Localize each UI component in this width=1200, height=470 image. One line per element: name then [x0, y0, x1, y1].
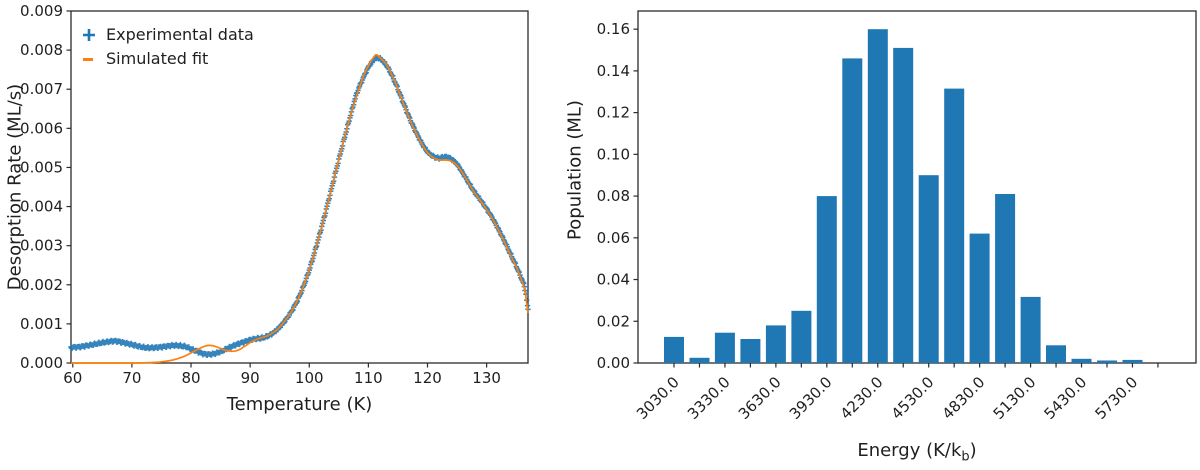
y-tick-label: 0.006: [20, 119, 63, 137]
x-tick-label: 90: [241, 369, 260, 387]
bar: [842, 58, 863, 364]
y-tick-label: 0.002: [20, 276, 63, 294]
bar: [689, 357, 710, 363]
bar: [1122, 359, 1143, 363]
plus-marker-icon: [83, 28, 95, 41]
x-axis-label-energy: Energy (K/kb): [638, 440, 1196, 465]
x-tick-label: 3030.0: [633, 373, 683, 423]
y-tick-label: 0.009: [20, 2, 63, 20]
x-tick-label: 4230.0: [837, 373, 887, 423]
bar: [969, 233, 990, 363]
y-axis-label-desorption-rate: Desorption Rate (ML/s): [4, 83, 26, 291]
x-tick-label: 3330.0: [684, 373, 734, 423]
x-tick-label: 130: [472, 369, 501, 387]
bar: [1097, 360, 1117, 363]
y-tick-label: 0.000: [20, 354, 63, 372]
tpd-plot-data: [68, 54, 531, 358]
y-tick-label: 0.04: [597, 271, 630, 289]
x-tick-label: 3630.0: [735, 373, 785, 423]
y-axis-label-population: Population (ML): [564, 100, 586, 240]
bar: [1071, 358, 1092, 363]
y-tick-label: 0.16: [597, 20, 630, 38]
y-tick-label: 0.004: [20, 198, 63, 216]
histogram-bars: [664, 29, 1143, 364]
y-tick-label: 0.12: [597, 104, 630, 122]
bar: [714, 332, 735, 363]
legend-item-fit: Simulated fit: [80, 48, 254, 69]
x-tick-label: 110: [354, 369, 383, 387]
bar: [765, 325, 786, 363]
bar: [918, 175, 939, 363]
x-tick-label: 70: [122, 369, 141, 387]
simulated-fit-line: [70, 53, 529, 364]
y-tick-label: 0.008: [20, 41, 63, 59]
y-tick-label: 0.001: [20, 315, 63, 333]
legend: Experimental data Simulated fit: [80, 24, 254, 69]
y-tick-label: 0.005: [20, 158, 63, 176]
energy-label-text: Energy (K/k: [857, 440, 962, 461]
y-tick-label: 0.02: [597, 312, 630, 330]
y-tick-label: 0.10: [597, 145, 630, 163]
bar: [816, 196, 837, 363]
x-tick-label: 100: [295, 369, 324, 387]
histogram-axes: [637, 10, 1197, 364]
x-tick-label: 5430.0: [1040, 373, 1090, 423]
legend-item-experimental: Experimental data: [80, 24, 254, 45]
x-tick-label: 4530.0: [888, 373, 938, 423]
x-tick-label: 3930.0: [786, 373, 836, 423]
y-tick-label: 0.00: [597, 354, 630, 372]
bar: [944, 88, 965, 363]
y-tick-label: 0.007: [20, 80, 63, 98]
x-tick-label: 120: [413, 369, 442, 387]
y-tick-label: 0.003: [20, 237, 63, 255]
legend-label-experimental: Experimental data: [106, 25, 254, 44]
bar: [791, 310, 812, 363]
tpd-plot-ticks: 60 70 80 90 100 110 120 130 0.000 0.001 0.002 0.003…: [20, 2, 501, 387]
energy-label-subscript: b: [961, 449, 970, 465]
x-tick-label: 4830.0: [939, 373, 989, 423]
bar: [664, 336, 684, 363]
bar: [740, 339, 761, 363]
tpd-plot-axes: [70, 10, 529, 364]
x-tick-label: 5730.0: [1091, 373, 1141, 423]
x-axis-label-temperature: Temperature (K): [226, 394, 373, 415]
x-tick-label: 80: [181, 369, 200, 387]
y-tick-label: 0.14: [597, 62, 630, 80]
y-tick-label: 0.08: [597, 187, 630, 205]
x-tick-label: 5130.0: [990, 373, 1040, 423]
tpd-plot-fit: [70, 53, 529, 364]
bar: [867, 29, 888, 363]
y-tick-label: 0.06: [597, 229, 630, 247]
bar: [893, 47, 914, 364]
experimental-data-series: [68, 54, 531, 358]
energy-label-close: ): [969, 440, 977, 461]
line-marker-icon: [83, 57, 93, 61]
legend-label-fit: Simulated fit: [106, 49, 209, 68]
bar: [1046, 345, 1066, 363]
x-tick-label: 60: [63, 369, 82, 387]
bar: [1020, 296, 1041, 363]
bar: [995, 194, 1016, 363]
